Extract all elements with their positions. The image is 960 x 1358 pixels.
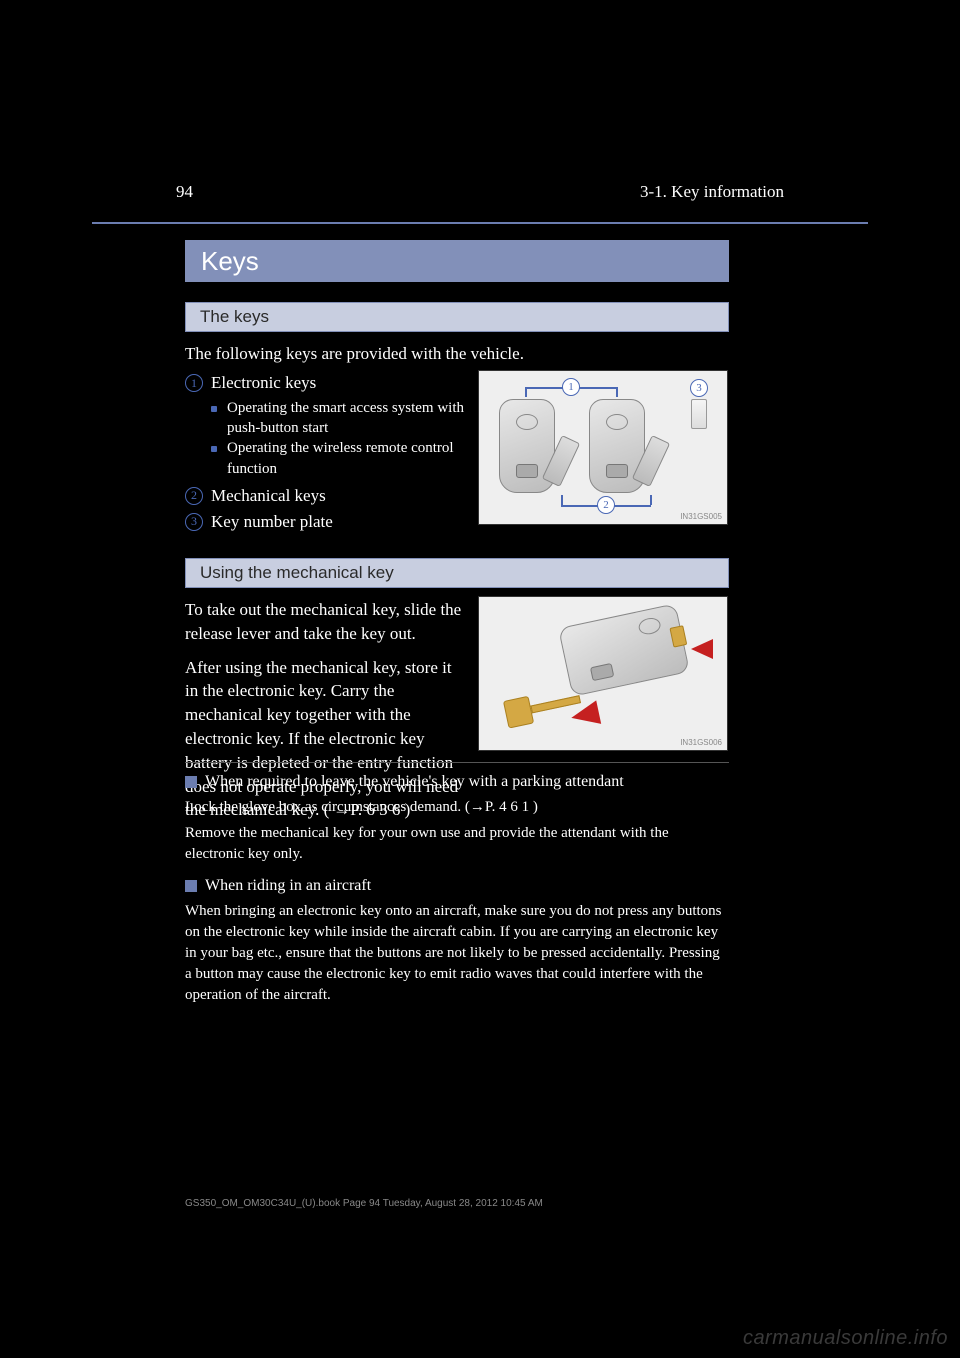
note-line: Lock the glove box as circumstances dema… (185, 797, 729, 818)
intro-text: The following keys are provided with the… (185, 344, 524, 364)
callout-circle-2: 2 (597, 496, 615, 514)
callout-2-icon: 2 (185, 487, 203, 505)
dot-icon (211, 446, 217, 452)
divider (185, 762, 729, 763)
key-list: 1 Electronic keys Operating the smart ac… (185, 372, 465, 537)
list-item-label: Mechanical keys (211, 485, 465, 508)
callout-circle-1: 1 (562, 378, 580, 396)
figure-mechanical-key: IN31GS006 (478, 596, 728, 751)
sub-bullet-group: Operating the smart access system with p… (185, 398, 465, 479)
note-paragraph: When bringing an electronic key onto an … (185, 901, 729, 1006)
note-line: Remove the mechanical key for your own u… (185, 823, 729, 865)
figure-code: IN31GS006 (680, 738, 722, 747)
list-item-label: Key number plate (211, 511, 465, 534)
callout-circle-3: 3 (690, 379, 708, 397)
paragraph: To take out the mechanical key, slide th… (185, 598, 465, 646)
red-arrow-icon (569, 700, 601, 729)
sub-bullet: Operating the wireless remote control fu… (211, 438, 465, 479)
page-title: Keys (185, 240, 729, 282)
list-item-label: Electronic keys (211, 372, 465, 395)
figure-keys: 1 2 3 IN31GS005 (478, 370, 728, 525)
book-metadata: GS350_OM_OM30C34U_(U).book Page 94 Tuesd… (185, 1198, 543, 1209)
watermark: carmanualsonline.info (743, 1327, 948, 1350)
list-item: 3 Key number plate (185, 511, 465, 534)
page-number: 94 (176, 182, 193, 202)
section-heading-mechanical: Using the mechanical key (185, 558, 729, 588)
section-heading-keys: The keys (185, 302, 729, 332)
callout-line (561, 495, 563, 505)
callout-3-icon: 3 (185, 513, 203, 531)
callout-1-icon: 1 (185, 374, 203, 392)
page-header: 94 3-1. Key information (176, 182, 784, 202)
note-heading: When riding in an aircraft (185, 877, 729, 895)
key-fob-icon (558, 603, 690, 696)
header-rule (92, 222, 868, 224)
callout-line (525, 387, 527, 397)
square-bullet-icon (185, 776, 197, 788)
callout-line (650, 495, 652, 505)
figure-code: IN31GS005 (680, 512, 722, 521)
callout-line (616, 387, 618, 397)
square-bullet-icon (185, 880, 197, 892)
notes-section: When required to leave the vehicle's key… (185, 762, 729, 1006)
key-tag-icon (691, 399, 707, 429)
note-heading: When required to leave the vehicle's key… (185, 773, 729, 791)
red-arrow-icon (691, 639, 713, 659)
sub-bullet: Operating the smart access system with p… (211, 398, 465, 439)
list-item: 1 Electronic keys (185, 372, 465, 395)
dot-icon (211, 406, 217, 412)
chapter-label: 3-1. Key information (640, 182, 784, 202)
list-item: 2 Mechanical keys (185, 485, 465, 508)
